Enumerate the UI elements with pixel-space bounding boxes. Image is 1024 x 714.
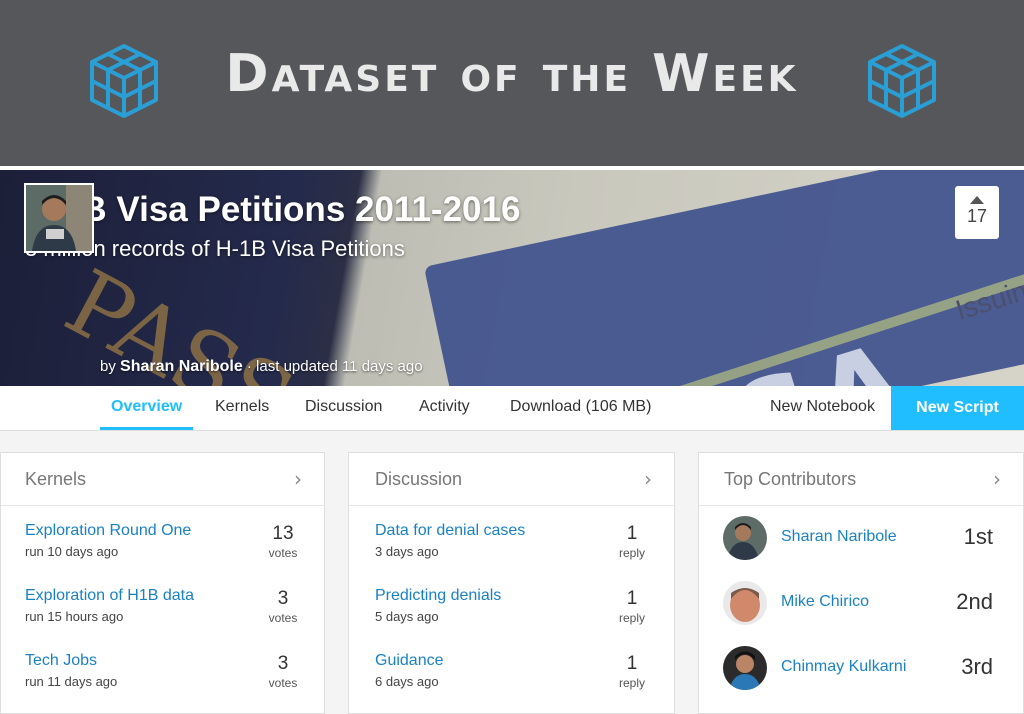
author-link[interactable]: Sharan Naribole bbox=[120, 358, 243, 375]
tab-activity[interactable]: Activity bbox=[419, 398, 470, 415]
list-item: Exploration Round One run 10 days ago 13… bbox=[1, 506, 324, 571]
list-item: Mike Chirico 2nd bbox=[699, 571, 1023, 636]
banner-divider bbox=[0, 166, 1024, 170]
list-item: Predicting denials 5 days ago 1 reply bbox=[349, 571, 674, 636]
topic-age: 5 days ago bbox=[375, 609, 439, 624]
reply-count: 1 bbox=[626, 588, 638, 609]
byline-prefix: by bbox=[100, 358, 116, 375]
byline: by Sharan Naribole · last updated 11 day… bbox=[100, 358, 423, 376]
list-item: Exploration of H1B data run 15 hours ago… bbox=[1, 571, 324, 636]
discussion-panel: Discussion › Data for denial cases 3 day… bbox=[348, 452, 675, 714]
kernel-run-time: run 15 hours ago bbox=[25, 609, 124, 624]
kernel-link[interactable]: Tech Jobs bbox=[25, 652, 98, 669]
topic-age: 6 days ago bbox=[375, 674, 439, 689]
tab-download[interactable]: Download (106 MB) bbox=[510, 398, 652, 415]
discussion-panel-header[interactable]: Discussion › bbox=[349, 453, 674, 506]
vote-label: votes bbox=[268, 611, 298, 625]
active-tab-indicator bbox=[100, 427, 193, 430]
vote-label: votes bbox=[268, 676, 298, 690]
contributor-name[interactable]: Chinmay Kulkarni bbox=[781, 658, 907, 675]
reply-label: reply bbox=[618, 676, 645, 690]
topic-link[interactable]: Predicting denials bbox=[375, 587, 502, 604]
author-avatar[interactable] bbox=[24, 183, 94, 253]
contributors-panel: Top Contributors › Sharan Naribole 1st M… bbox=[698, 452, 1024, 714]
kernel-link[interactable]: Exploration Round One bbox=[25, 522, 192, 539]
contributor-rank: 1st bbox=[963, 524, 993, 549]
avatar[interactable] bbox=[723, 646, 767, 690]
tab-overview[interactable]: Overview bbox=[111, 398, 183, 415]
banner-title: Dataset of the Week bbox=[225, 44, 799, 104]
contributor-rank: 3rd bbox=[961, 654, 993, 679]
vote-count: 17 bbox=[966, 206, 988, 226]
avatar[interactable] bbox=[723, 581, 767, 625]
list-item: Sharan Naribole 1st bbox=[699, 506, 1023, 571]
avatar-image bbox=[26, 185, 92, 251]
upvote-button[interactable]: 17 bbox=[955, 186, 999, 239]
topic-link[interactable]: Guidance bbox=[375, 652, 444, 669]
kernel-link[interactable]: Exploration of H1B data bbox=[25, 587, 194, 604]
chevron-right-icon[interactable]: › bbox=[644, 467, 652, 491]
last-updated: · last updated 11 days ago bbox=[246, 358, 423, 375]
reply-count: 1 bbox=[626, 523, 638, 544]
dataset-hero: PASS VISA Issuin H-1B Visa Petitions 201… bbox=[0, 170, 1024, 386]
list-item: Chinmay Kulkarni 3rd bbox=[699, 636, 1023, 701]
list-item: Tech Jobs run 11 days ago 3 votes bbox=[1, 636, 324, 701]
topic-link[interactable]: Data for denial cases bbox=[375, 522, 526, 539]
contributor-name[interactable]: Sharan Naribole bbox=[781, 528, 897, 545]
avatar[interactable] bbox=[723, 516, 767, 560]
vote-count: 3 bbox=[277, 653, 289, 674]
list-item: Guidance 6 days ago 1 reply bbox=[349, 636, 674, 701]
banner: Dataset of the Week bbox=[0, 0, 1024, 166]
tab-kernels[interactable]: Kernels bbox=[215, 398, 270, 415]
vote-label: votes bbox=[268, 546, 298, 560]
panel-title: Top Contributors bbox=[724, 469, 857, 489]
kernels-panel: Kernels › Exploration Round One run 10 d… bbox=[0, 452, 325, 714]
reply-label: reply bbox=[618, 611, 645, 625]
kernel-run-time: run 11 days ago bbox=[25, 674, 118, 689]
new-script-button[interactable]: New Script bbox=[891, 386, 1024, 430]
kernels-panel-header[interactable]: Kernels › bbox=[1, 453, 324, 506]
contributor-rank: 2nd bbox=[956, 589, 993, 614]
kernel-run-time: run 10 days ago bbox=[25, 544, 119, 559]
dataset-nav: Overview Kernels Discussion Activity Dow… bbox=[0, 386, 1024, 431]
reply-label: reply bbox=[618, 546, 645, 560]
panel-title: Kernels bbox=[25, 469, 87, 489]
tab-discussion[interactable]: Discussion bbox=[305, 398, 383, 415]
vote-count: 3 bbox=[277, 588, 289, 609]
chevron-right-icon[interactable]: › bbox=[993, 467, 1001, 491]
contributors-panel-header[interactable]: Top Contributors › bbox=[699, 453, 1023, 506]
list-item: Data for denial cases 3 days ago 1 reply bbox=[349, 506, 674, 571]
vote-count: 13 bbox=[272, 523, 294, 544]
topic-age: 3 days ago bbox=[375, 544, 439, 559]
reply-count: 1 bbox=[626, 653, 638, 674]
chevron-right-icon[interactable]: › bbox=[294, 467, 302, 491]
cube-icon bbox=[868, 44, 936, 118]
new-notebook-button[interactable]: New Notebook bbox=[770, 398, 875, 415]
panel-title: Discussion bbox=[375, 469, 463, 489]
contributor-name[interactable]: Mike Chirico bbox=[781, 593, 870, 610]
caret-up-icon bbox=[970, 196, 984, 204]
cube-icon bbox=[90, 44, 158, 118]
dataset-title: H-1B Visa Petitions 2011-2016 bbox=[25, 190, 521, 229]
